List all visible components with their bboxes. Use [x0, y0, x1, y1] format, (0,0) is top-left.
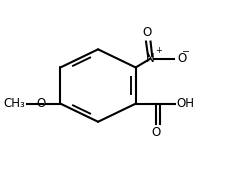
Text: OH: OH [176, 97, 194, 110]
Text: −: − [182, 46, 190, 55]
Text: O: O [37, 97, 46, 110]
Text: +: + [155, 46, 162, 55]
Text: N: N [146, 52, 155, 65]
Text: O: O [152, 126, 161, 139]
Text: CH₃: CH₃ [4, 97, 25, 110]
Text: O: O [177, 52, 186, 65]
Text: O: O [142, 26, 152, 39]
